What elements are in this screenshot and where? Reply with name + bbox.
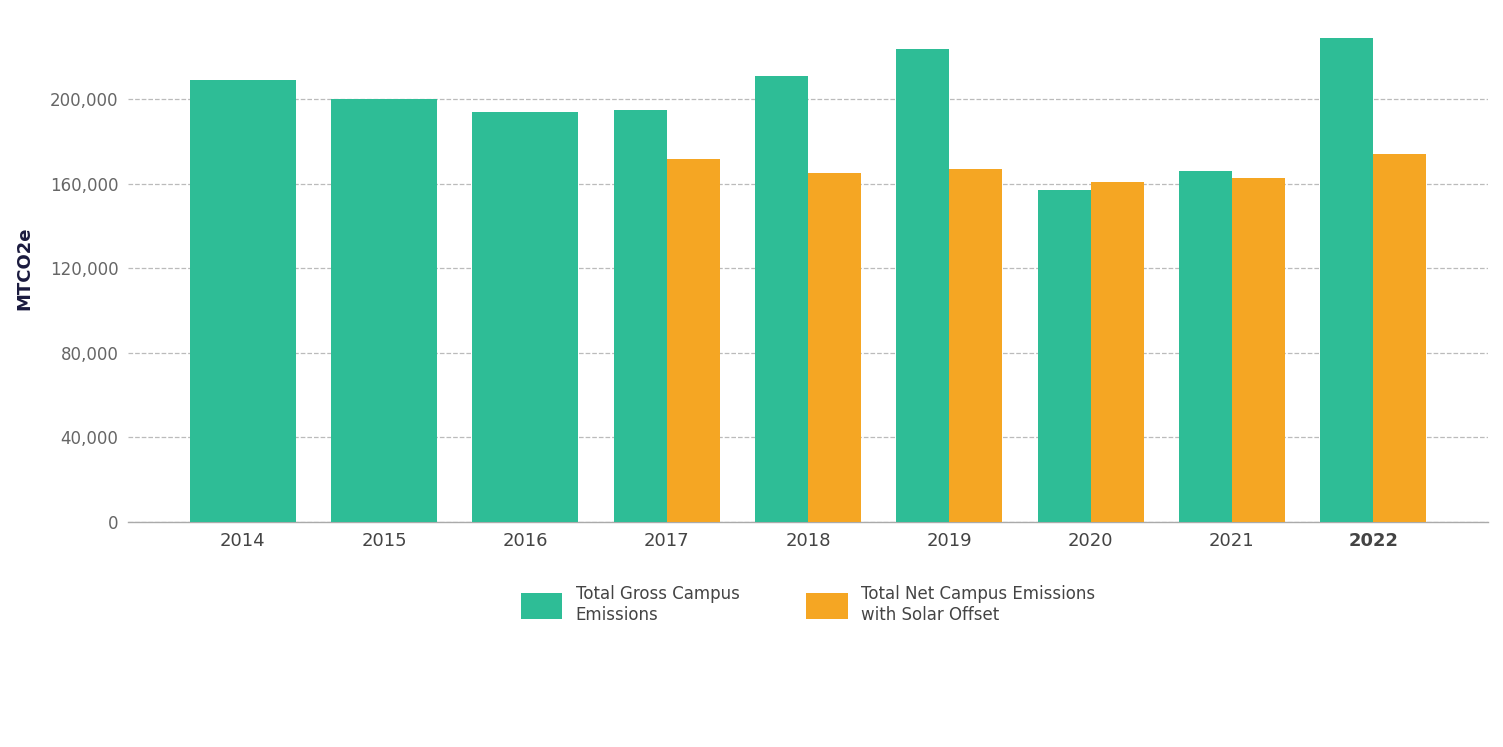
Legend: Total Gross Campus
Emissions, Total Net Campus Emissions
with Solar Offset: Total Gross Campus Emissions, Total Net … <box>504 568 1112 640</box>
Y-axis label: MTCO2e: MTCO2e <box>15 226 33 310</box>
Bar <box>1232 178 1285 522</box>
Bar <box>1320 38 1374 522</box>
Bar <box>1091 182 1144 522</box>
Bar <box>613 110 667 522</box>
Bar <box>331 99 437 522</box>
Bar <box>667 158 720 522</box>
Bar <box>755 76 809 522</box>
Bar <box>1374 155 1426 522</box>
Bar <box>1037 190 1091 522</box>
Bar <box>189 81 296 522</box>
Bar <box>896 49 950 522</box>
Bar <box>472 112 579 522</box>
Bar <box>1178 171 1232 522</box>
Bar <box>809 173 861 522</box>
Bar <box>950 169 1003 522</box>
